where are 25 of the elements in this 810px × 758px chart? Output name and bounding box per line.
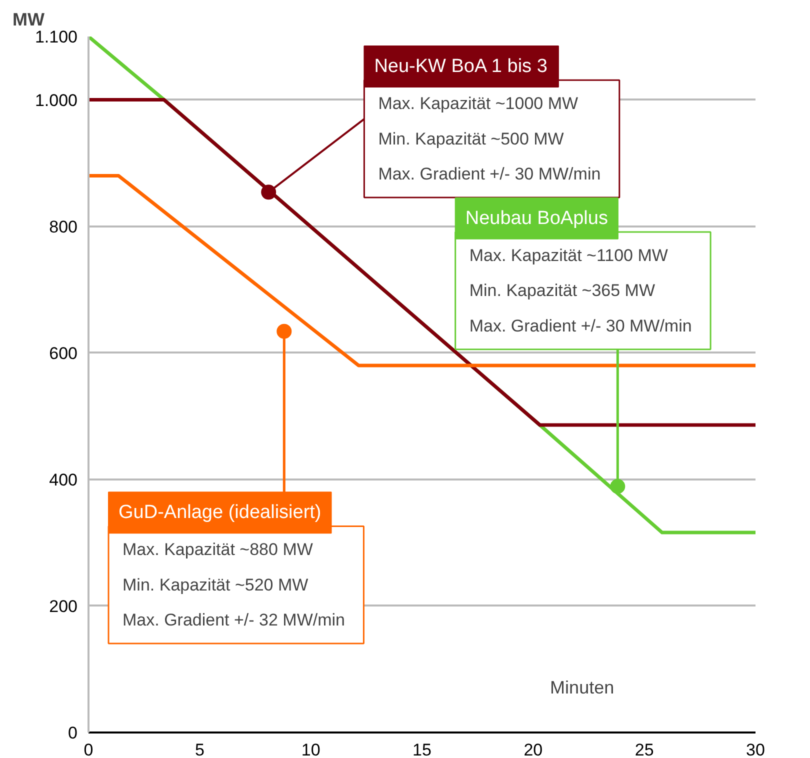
x-tick-label: 5 bbox=[194, 740, 204, 758]
y-axis-title: MW bbox=[12, 10, 44, 30]
x-tick-label: 25 bbox=[634, 740, 654, 758]
x-tick-label: 20 bbox=[524, 740, 543, 758]
y-tick-label: 0 bbox=[68, 724, 78, 742]
y-tick-label: 200 bbox=[49, 596, 78, 616]
annotation: Max. Kapazität ~1100 MW Min. Kapazität ~365 MW Max. Gradient +/- 30 MW/min bbox=[469, 246, 692, 336]
y-tick-label: 800 bbox=[49, 217, 78, 236]
y-tick-label: 1.100 bbox=[34, 28, 78, 46]
x-tick-label: 10 bbox=[301, 740, 320, 758]
annotation: Neu-KW BoA 1 bis 3 bbox=[374, 56, 548, 77]
x-axis-title: Minuten bbox=[550, 678, 614, 698]
annotation: Neubau BoAplus bbox=[465, 208, 608, 229]
y-tick-label: 600 bbox=[49, 344, 78, 363]
annotation: GuD-Anlage (idealisiert) bbox=[118, 502, 322, 524]
y-tick-label: 1.000 bbox=[34, 90, 78, 110]
point bbox=[261, 184, 276, 200]
point bbox=[276, 324, 292, 339]
x-tick-label: 30 bbox=[746, 740, 765, 758]
annotation: Max. Kapazität ~880 MW Min. Kapazität ~520 MW Max. Gradient +/- 32 MW/min bbox=[122, 540, 345, 630]
y-tick-label: 400 bbox=[49, 470, 78, 490]
annotation: Max. Kapazität ~1000 MW Min. Kapazität ~500 MW Max. Gradient +/- 30 MW/min bbox=[378, 94, 601, 184]
x-tick-label: 0 bbox=[84, 740, 94, 758]
point bbox=[610, 478, 626, 494]
x-tick-label: 15 bbox=[412, 740, 432, 758]
